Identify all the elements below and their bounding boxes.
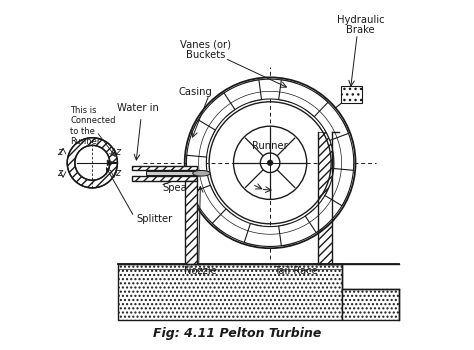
Polygon shape [107, 160, 114, 166]
Bar [132, 176, 197, 181]
Bar [185, 181, 197, 264]
Text: z: z [57, 147, 62, 158]
Polygon shape [305, 185, 348, 233]
Polygon shape [244, 223, 296, 246]
Polygon shape [325, 120, 354, 170]
Polygon shape [212, 209, 262, 246]
Polygon shape [279, 80, 328, 117]
Text: Spear: Spear [162, 183, 191, 193]
Bar [132, 166, 197, 170]
Text: Runner: Runner [70, 138, 101, 146]
Text: Nozzle: Nozzle [184, 266, 217, 277]
Text: Buckets: Buckets [186, 50, 225, 60]
Polygon shape [146, 171, 195, 175]
Polygon shape [212, 80, 262, 117]
Text: Tail Race: Tail Race [274, 266, 318, 277]
Circle shape [267, 160, 273, 166]
Polygon shape [132, 170, 197, 176]
Polygon shape [192, 93, 235, 140]
Text: z: z [115, 168, 120, 178]
Text: Brake: Brake [346, 25, 375, 35]
Polygon shape [186, 120, 215, 170]
Polygon shape [325, 155, 354, 206]
Bar [342, 289, 399, 320]
Text: Casing: Casing [178, 87, 212, 97]
Text: Hydraulic: Hydraulic [337, 15, 384, 25]
Text: This is: This is [70, 106, 97, 115]
Text: to the: to the [70, 127, 95, 136]
Polygon shape [244, 79, 296, 102]
Text: z: z [115, 147, 120, 158]
Polygon shape [279, 209, 328, 246]
Text: Splitter: Splitter [136, 214, 172, 224]
Text: Water in: Water in [117, 103, 159, 112]
Text: Connected: Connected [70, 117, 116, 125]
Text: z: z [57, 168, 62, 178]
Polygon shape [186, 155, 215, 206]
Text: Fig: 4.11 Pelton Turbine: Fig: 4.11 Pelton Turbine [153, 327, 321, 340]
Bar [318, 132, 332, 264]
Text: Vanes (or): Vanes (or) [180, 40, 231, 50]
Polygon shape [305, 93, 348, 140]
Bar [118, 264, 342, 320]
Polygon shape [192, 185, 235, 233]
Polygon shape [67, 138, 118, 188]
Text: Runner: Runner [252, 141, 288, 151]
FancyBboxPatch shape [341, 86, 362, 103]
Ellipse shape [193, 170, 210, 176]
